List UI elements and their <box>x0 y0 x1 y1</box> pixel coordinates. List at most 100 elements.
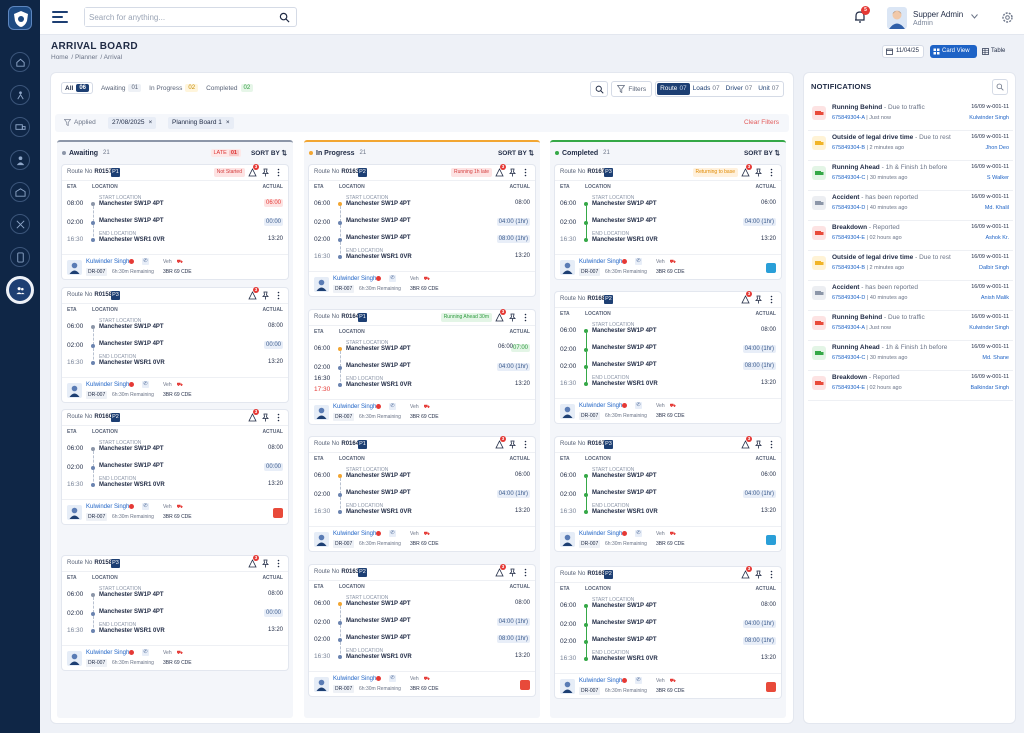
more-icon[interactable] <box>767 570 776 579</box>
pin-icon[interactable] <box>754 440 763 449</box>
alert-icon[interactable]: 3 <box>248 409 259 422</box>
pin-icon[interactable] <box>508 568 517 577</box>
tab-completed[interactable]: Completed 02 <box>206 84 254 92</box>
tools-icon[interactable] <box>10 214 30 234</box>
phone-icon[interactable]: ✆ <box>389 530 396 537</box>
stop-row[interactable]: 06:00 START LOCATION Manchester SW1P 4PT 08… <box>62 586 288 613</box>
stop-row[interactable]: 08:00 START LOCATION Manchester SW1P 4PT 06… <box>62 195 288 222</box>
search-input[interactable] <box>85 8 265 26</box>
stop-row[interactable]: 02:00 Manchester SW1P 4PT 08:00 (1hr) <box>555 359 781 385</box>
notification-driver[interactable]: Kulwinder Singh <box>969 115 1009 121</box>
card-view-button[interactable]: Card View <box>930 45 977 58</box>
more-icon[interactable] <box>767 440 776 449</box>
notification-driver[interactable]: S Walker <box>986 175 1009 181</box>
route-card[interactable]: Route No R0158 P3 3 ETA LOCATION ACTUAL 06:00 ST… <box>62 555 288 670</box>
alert-icon[interactable]: 3 <box>495 309 506 322</box>
alert-icon[interactable]: 3 <box>741 566 752 579</box>
filter-chip-board[interactable]: Planning Board 1 × <box>168 117 234 129</box>
sort-by-button[interactable]: SORT BY ⇅ <box>250 150 287 157</box>
stop-row[interactable]: 02:00 Manchester SW1P 4PT 00:00 <box>62 215 288 241</box>
stop-row[interactable]: 06:00 START LOCATION Manchester SW1P 4PT 06… <box>555 195 781 222</box>
pin-icon[interactable] <box>261 291 270 300</box>
breadcrumb-home[interactable]: Home <box>51 54 69 61</box>
tab-all[interactable]: All 06 <box>61 82 93 94</box>
pin-icon[interactable] <box>261 559 270 568</box>
stop-row[interactable]: 02:00 Manchester SW1P 4PT 04:00 (1hr) <box>309 360 535 386</box>
stop-row[interactable]: 02:00 Manchester SW1P 4PT 08:00 (1hr) <box>309 232 535 258</box>
phone-icon[interactable]: ✆ <box>142 258 149 265</box>
pin-icon[interactable] <box>754 168 763 177</box>
breakdown-icon[interactable] <box>273 508 283 518</box>
alert-icon[interactable]: 3 <box>741 291 752 304</box>
phone-icon[interactable]: ✆ <box>635 258 642 265</box>
filters-button[interactable]: Filters <box>611 81 653 97</box>
late-badge[interactable]: LATE 01 <box>211 149 241 157</box>
stop-row[interactable]: 16:30 END LOCATION Manchester WSR1 0VR 13:2… <box>555 231 781 250</box>
route-card[interactable]: Route No R0164 P1 Running Ahead 30m 3 ETA LOCA… <box>309 309 535 424</box>
driver-name[interactable]: Kulwinder Singh <box>333 276 377 282</box>
tab-awaiting[interactable]: Awaiting 01 <box>101 84 142 92</box>
stop-row[interactable]: 02:00 Manchester SW1P 4PT 04:00 (1hr) <box>309 487 535 513</box>
stop-row[interactable]: 16:30 END LOCATION Manchester WSR1 0VR 13:2… <box>62 231 288 250</box>
notification-driver[interactable]: Md. Shane <box>982 355 1009 361</box>
global-search[interactable] <box>84 7 297 27</box>
gear-icon[interactable] <box>1001 11 1014 24</box>
route-card[interactable]: Route No R0164 P1 3 ETA LOCATION ACTUAL 06:00 ST… <box>309 436 535 551</box>
stop-row[interactable]: 06:00 START LOCATION Manchester SW1P 4PT 08… <box>555 322 781 349</box>
stop-row[interactable]: 16:30 END LOCATION Manchester WSR1 0VR 13:2… <box>62 622 288 641</box>
notification-driver[interactable]: Anish Malik <box>980 295 1009 301</box>
stop-row[interactable]: 02:00 Manchester SW1P 4PT 00:00 <box>62 606 288 632</box>
sort-by-button[interactable]: SORT BY ⇅ <box>497 150 534 157</box>
menu-icon[interactable] <box>52 11 68 23</box>
breakdown-icon[interactable] <box>766 682 776 692</box>
phone-icon[interactable]: ✆ <box>635 402 642 409</box>
notification-driver[interactable]: Md. Khalil <box>984 205 1009 211</box>
alert-icon[interactable]: 3 <box>248 164 259 177</box>
stop-row[interactable]: 02:00 Manchester SW1P 4PT 04:00 (1hr) <box>309 615 535 641</box>
notification-item[interactable]: Breakdown - Reported 675849304-E | 02 hou… <box>808 221 1013 251</box>
phone-icon[interactable]: ✆ <box>635 530 642 537</box>
tab-in-progress[interactable]: In Progress 02 <box>149 84 199 92</box>
notification-item[interactable]: Running Ahead - 1h & Finish 1h before 675… <box>808 161 1013 191</box>
notification-driver[interactable]: Balkindar Singh <box>970 385 1009 391</box>
alert-icon[interactable]: 3 <box>741 436 752 449</box>
stop-row[interactable]: 06:00 START LOCATION Manchester SW1P 4PT 08… <box>309 195 535 222</box>
route-card[interactable]: Route No R0157 P1 Not Started 3 ETA LOCATION AC… <box>62 164 288 279</box>
driver-name[interactable]: Kulwinder Singh <box>86 259 130 265</box>
stop-row[interactable]: 16:30 17:30 END LOCATION Manchester WSR1 0V… <box>309 375 535 395</box>
stop-row[interactable]: 02:00 Manchester SW1P 4PT 00:00 <box>62 460 288 486</box>
alert-icon[interactable]: 3 <box>248 555 259 568</box>
close-icon[interactable]: × <box>148 119 153 126</box>
pin-icon[interactable] <box>261 168 270 177</box>
notification-item[interactable]: Outside of legal drive time - Due to res… <box>808 251 1013 281</box>
home-icon[interactable] <box>10 52 30 72</box>
driver-name[interactable]: Kulwinder Singh <box>333 676 377 682</box>
notification-item[interactable]: Breakdown - Reported 675849304-E | 02 hou… <box>808 371 1013 401</box>
alert-icon[interactable]: 3 <box>741 164 752 177</box>
board-search-button[interactable] <box>590 81 609 97</box>
avatar[interactable] <box>887 7 907 29</box>
pin-icon[interactable] <box>261 413 270 422</box>
stop-row[interactable]: 02:00 Manchester SW1P 4PT 08:00 (1hr) <box>309 632 535 658</box>
breadcrumb-planner[interactable]: / Planner <box>71 54 98 61</box>
route-card[interactable]: Route No R0167 P3 Returning to base 3 ETA LOCA… <box>555 164 781 279</box>
stop-row[interactable]: 16:30 END LOCATION Manchester WSR1 0VR 13:2… <box>309 503 535 522</box>
stop-row[interactable]: 02:00 Manchester SW1P 4PT 04:00 (1hr) <box>555 487 781 513</box>
routes-icon[interactable] <box>10 85 30 105</box>
pin-icon[interactable] <box>754 295 763 304</box>
stop-row[interactable]: 06:00 START LOCATION Manchester SW1P 4PT 07… <box>309 340 535 367</box>
close-icon[interactable]: × <box>225 119 230 126</box>
stop-row[interactable]: 16:30 END LOCATION Manchester WSR1 0VR 13:2… <box>309 648 535 667</box>
alert-icon[interactable]: 3 <box>495 164 506 177</box>
team-icon[interactable] <box>6 276 34 304</box>
notification-item[interactable]: Running Behind - Due to traffic 675849304… <box>808 311 1013 341</box>
more-icon[interactable] <box>521 568 530 577</box>
phone-icon[interactable]: ✆ <box>389 275 396 282</box>
stop-row[interactable]: 06:00 START LOCATION Manchester SW1P 4PT 08… <box>309 595 535 622</box>
pin-icon[interactable] <box>508 168 517 177</box>
route-card[interactable]: Route No R0158 P3 3 ETA LOCATION ACTUAL 06:00 ST… <box>62 287 288 402</box>
stop-row[interactable]: 02:00 Manchester SW1P 4PT 04:00 (1hr) <box>309 215 535 241</box>
chevron-down-icon[interactable] <box>971 14 978 19</box>
more-icon[interactable] <box>521 313 530 322</box>
alert-icon[interactable]: 3 <box>495 564 506 577</box>
